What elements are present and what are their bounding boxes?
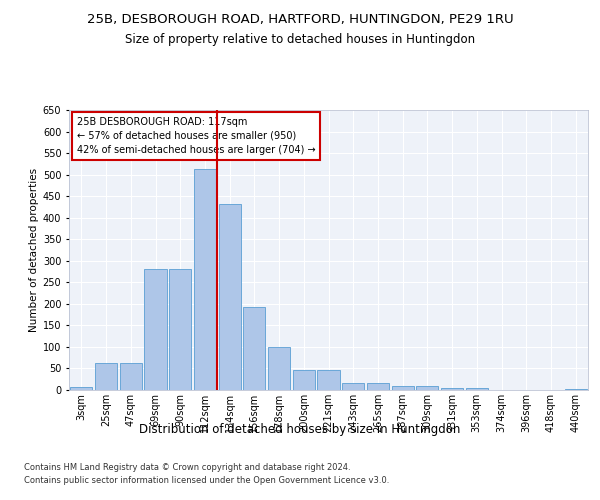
Bar [317,370,340,390]
Bar [466,388,488,390]
Text: Contains public sector information licensed under the Open Government Licence v3: Contains public sector information licen… [24,476,389,485]
Bar [367,382,389,390]
Bar [392,386,414,390]
Bar [218,204,241,390]
Bar [169,270,191,390]
Bar [70,386,92,390]
Y-axis label: Number of detached properties: Number of detached properties [29,168,38,332]
Bar [441,388,463,390]
Bar [145,270,167,390]
Bar [194,170,216,390]
Text: 25B DESBOROUGH ROAD: 117sqm
← 57% of detached houses are smaller (950)
42% of se: 25B DESBOROUGH ROAD: 117sqm ← 57% of det… [77,117,316,155]
Bar [119,363,142,390]
Bar [293,370,315,390]
Text: Contains HM Land Registry data © Crown copyright and database right 2024.: Contains HM Land Registry data © Crown c… [24,462,350,471]
Text: Distribution of detached houses by size in Huntingdon: Distribution of detached houses by size … [139,422,461,436]
Text: 25B, DESBOROUGH ROAD, HARTFORD, HUNTINGDON, PE29 1RU: 25B, DESBOROUGH ROAD, HARTFORD, HUNTINGD… [86,12,514,26]
Bar [416,386,439,390]
Text: Size of property relative to detached houses in Huntingdon: Size of property relative to detached ho… [125,32,475,46]
Bar [342,382,364,390]
Bar [565,389,587,390]
Bar [243,308,265,390]
Bar [268,347,290,390]
Bar [95,363,117,390]
